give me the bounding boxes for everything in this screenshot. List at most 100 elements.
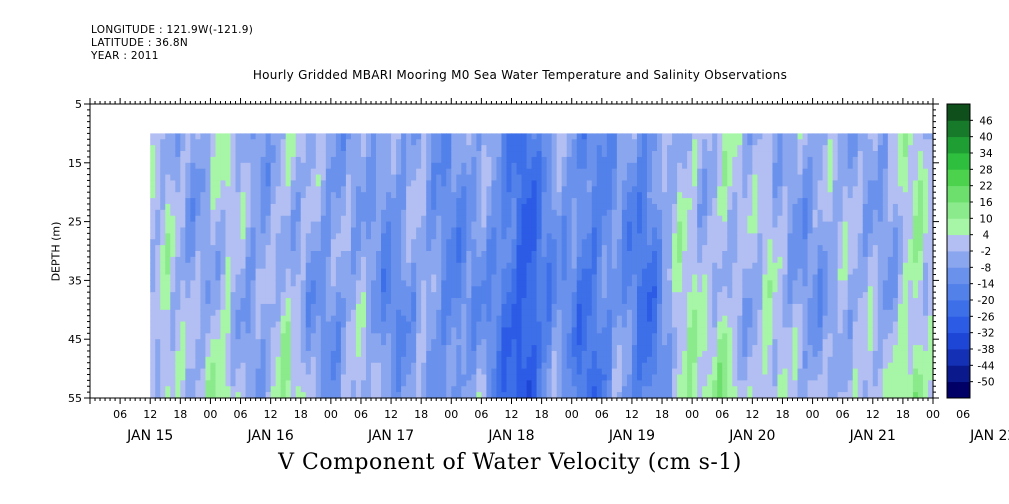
heat-cell	[682, 215, 688, 223]
heat-cell	[155, 327, 161, 334]
heat-cell	[381, 209, 387, 217]
heat-cell	[682, 292, 688, 299]
heat-cell	[436, 368, 442, 376]
heat-cell	[601, 321, 608, 329]
heat-cell	[581, 292, 588, 299]
heat-cell	[697, 368, 703, 376]
heat-cell	[687, 386, 693, 393]
heat-cell	[426, 339, 432, 346]
heat-cell	[396, 186, 402, 193]
heat-cell	[340, 192, 347, 199]
heat-cell	[506, 156, 513, 164]
heat-cell	[471, 350, 477, 358]
heat-cell	[210, 309, 217, 317]
heat-cell	[461, 392, 467, 399]
heat-cell	[345, 380, 352, 387]
heat-cell	[586, 362, 593, 370]
heat-cell	[340, 227, 347, 234]
heat-cell	[155, 345, 161, 352]
heat-cell	[230, 309, 237, 317]
heat-cell	[386, 215, 392, 223]
heat-cell	[657, 339, 663, 346]
heat-cell	[406, 380, 412, 387]
heat-cell	[506, 350, 513, 358]
heat-cell	[657, 233, 663, 240]
heat-cell	[571, 274, 578, 281]
heat-cell	[315, 151, 322, 158]
heat-cell	[471, 233, 477, 240]
heat-cell	[546, 339, 553, 346]
heat-cell	[325, 274, 332, 281]
heat-cell	[496, 145, 503, 152]
heat-cell	[215, 274, 222, 281]
heat-cell	[330, 251, 337, 258]
heat-cell	[300, 256, 307, 264]
heat-cell	[697, 268, 703, 276]
heat-cell	[215, 268, 222, 276]
heat-cell	[626, 203, 633, 211]
heat-cell	[621, 339, 628, 346]
heat-cell	[436, 362, 442, 370]
heat-cell	[631, 327, 638, 334]
heat-cell	[546, 245, 553, 252]
heat-cell	[335, 268, 342, 276]
heat-cell	[270, 356, 277, 364]
heat-cell	[406, 309, 412, 317]
heat-cell	[220, 233, 227, 240]
heat-cell	[641, 345, 648, 352]
heat-cell	[345, 374, 352, 381]
heat-cell	[195, 227, 201, 234]
heat-cell	[541, 333, 548, 340]
heat-cell	[360, 245, 367, 252]
heat-cell	[641, 392, 648, 399]
heat-cell	[672, 256, 678, 264]
heat-cell	[280, 192, 287, 199]
heat-cell	[571, 392, 578, 399]
heat-cell	[185, 386, 191, 393]
heat-cell	[365, 245, 372, 252]
heat-cell	[456, 156, 462, 164]
heat-cell	[280, 303, 287, 311]
heat-cell	[406, 362, 412, 370]
heat-cell	[285, 256, 292, 264]
heat-cell	[511, 268, 518, 276]
heat-cell	[616, 315, 623, 323]
heat-cell	[335, 256, 342, 264]
heat-cell	[516, 327, 523, 334]
heat-cell	[270, 256, 277, 264]
heat-cell	[421, 333, 427, 340]
heat-cell	[677, 339, 683, 346]
heat-cell	[320, 321, 327, 329]
heat-cell	[657, 227, 663, 234]
heat-cell	[616, 151, 623, 158]
heat-cell	[526, 350, 533, 358]
heat-cell	[310, 233, 317, 240]
heat-cell	[566, 156, 573, 164]
heat-cell	[155, 321, 161, 329]
heat-cell	[491, 280, 498, 287]
heat-cell	[381, 274, 387, 281]
heat-cell	[546, 345, 553, 352]
heat-cell	[501, 286, 508, 293]
heat-cell	[677, 298, 683, 305]
heat-cell	[601, 174, 608, 182]
heat-cell	[626, 374, 633, 381]
heat-cell	[531, 315, 538, 323]
heat-cell	[471, 392, 477, 399]
heat-cell	[677, 362, 683, 370]
heat-cell	[431, 233, 437, 240]
heat-cell	[581, 180, 588, 187]
heat-cell	[265, 256, 272, 264]
heat-cell	[426, 198, 432, 205]
heat-cell	[496, 333, 503, 340]
heat-cell	[190, 362, 196, 370]
heat-cell	[677, 286, 683, 293]
heat-cell	[365, 286, 372, 293]
heat-cell	[205, 362, 212, 370]
heat-cell	[652, 151, 658, 158]
heat-cell	[436, 239, 442, 246]
heat-cell	[631, 198, 638, 205]
heat-cell	[496, 327, 503, 334]
heat-cell	[416, 350, 422, 358]
heat-cell	[170, 151, 176, 158]
